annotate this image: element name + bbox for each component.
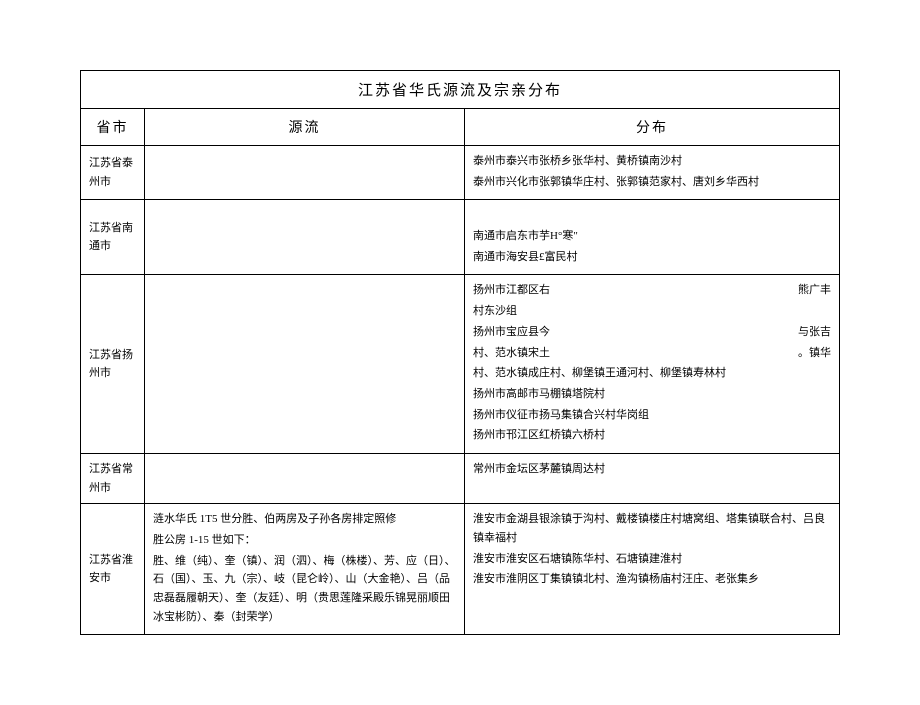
- table-body: 江苏省泰州市 泰州市泰兴市张桥乡张华村、黄桥镇南沙村泰州市兴化市张郭镇华庄村、张郭…: [81, 146, 839, 634]
- distribution-line: 南通市启东市芋H°寒": [473, 227, 831, 246]
- origin-line: 涟水华氏 1T5 世分胜、伯两房及子孙各房排定照修: [153, 510, 456, 529]
- main-table: 江苏省华氏源流及宗亲分布 省市 源流 分布 江苏省泰州市 泰州市泰兴市张桥乡张华村…: [80, 70, 840, 635]
- origin-line: 胜公房 1-15 世如下：: [153, 531, 456, 550]
- origin-line: 胜、维（纯）、奎（镇）、润（泗）、梅（株楼）、芳、应（日）、石（国）、玉、九（宗…: [153, 552, 456, 627]
- distribution-line: 淮安市金湖县银涂镇于沟村、戴楼镇楼庄村塘窝组、塔集镇联合村、吕良镇幸福村: [473, 510, 831, 547]
- origin-cell: [145, 454, 465, 503]
- distribution-line: 扬州市宝应县今 与张吉: [473, 323, 831, 342]
- table-row: 江苏省扬州市 扬州市江都区右 熊广丰村东沙组扬州市宝应县今 与张吉村、范水镇宋土 。镇华…: [81, 275, 839, 454]
- province-cell: 江苏省扬州市: [81, 275, 145, 453]
- distribution-cell: 常州市金坛区茅麓镇周达村: [465, 454, 839, 503]
- origin-cell: [145, 275, 465, 453]
- distribution-text-right: 熊广丰: [798, 281, 831, 300]
- distribution-line: 村、范水镇成庄村、柳堡镇王通河村、柳堡镇寿林村: [473, 364, 831, 383]
- distribution-cell: 扬州市江都区右 熊广丰村东沙组扬州市宝应县今 与张吉村、范水镇宋土 。镇华村、范水镇成…: [465, 275, 839, 453]
- distribution-line: 扬州市仪征市扬马集镇合兴村华岗组: [473, 406, 831, 425]
- province-cell: 江苏省泰州市: [81, 146, 145, 199]
- distribution-cell: 淮安市金湖县银涂镇于沟村、戴楼镇楼庄村塘窝组、塔集镇联合村、吕良镇幸福村淮安市淮…: [465, 504, 839, 634]
- table-row: 江苏省泰州市 泰州市泰兴市张桥乡张华村、黄桥镇南沙村泰州市兴化市张郭镇华庄村、张郭…: [81, 146, 839, 200]
- distribution-line: 泰州市兴化市张郭镇华庄村、张郭镇范家村、唐刘乡华西村: [473, 173, 831, 192]
- distribution-line: 淮安市淮安区石塘镇陈华村、石塘镇建淮村: [473, 550, 831, 569]
- origin-cell: [145, 146, 465, 199]
- distribution-line: 村、范水镇宋土 。镇华: [473, 344, 831, 363]
- table-header-row: 省市 源流 分布: [81, 109, 839, 146]
- province-cell: 江苏省淮安市: [81, 504, 145, 634]
- province-cell: 江苏省常州市: [81, 454, 145, 503]
- table-title: 江苏省华氏源流及宗亲分布: [81, 71, 839, 109]
- province-cell: 江苏省南通市: [81, 200, 145, 274]
- distribution-text-left: 村、范水镇宋土: [473, 344, 550, 363]
- distribution-line: 淮安市淮阴区丁集镇镇北村、渔沟镇杨庙村汪庄、老张集乡: [473, 570, 831, 589]
- distribution-line: 扬州市高邮市马棚镇塔院村: [473, 385, 831, 404]
- distribution-line: 扬州市江都区右 熊广丰: [473, 281, 831, 300]
- distribution-text-left: 扬州市江都区右: [473, 281, 550, 300]
- distribution-cell: 南通市启东市芋H°寒" 南通市海安县£富民村: [465, 200, 839, 274]
- origin-cell: 涟水华氏 1T5 世分胜、伯两房及子孙各房排定照修胜公房 1-15 世如下： 胜、…: [145, 504, 465, 634]
- distribution-cell: 泰州市泰兴市张桥乡张华村、黄桥镇南沙村泰州市兴化市张郭镇华庄村、张郭镇范家村、唐…: [465, 146, 839, 199]
- distribution-text-right: 与张吉: [798, 323, 831, 342]
- table-row: 江苏省淮安市涟水华氏 1T5 世分胜、伯两房及子孙各房排定照修胜公房 1-15 …: [81, 504, 839, 634]
- distribution-line: 村东沙组: [473, 302, 831, 321]
- distribution-line: [473, 206, 831, 225]
- distribution-line: 扬州市邗江区红桥镇六桥村: [473, 426, 831, 445]
- header-distribution: 分布: [465, 109, 839, 145]
- origin-cell: [145, 200, 465, 274]
- distribution-line: 常州市金坛区茅麓镇周达村: [473, 460, 831, 479]
- header-province: 省市: [81, 109, 145, 145]
- distribution-text-right: 。镇华: [798, 344, 831, 363]
- distribution-text-left: 扬州市宝应县今: [473, 323, 550, 342]
- table-row: 江苏省常州市 常州市金坛区茅麓镇周达村: [81, 454, 839, 504]
- header-origin: 源流: [145, 109, 465, 145]
- distribution-line: 泰州市泰兴市张桥乡张华村、黄桥镇南沙村: [473, 152, 831, 171]
- distribution-line: 南通市海安县£富民村: [473, 248, 831, 267]
- table-row: 江苏省南通市 南通市启东市芋H°寒" 南通市海安县£富民村: [81, 200, 839, 275]
